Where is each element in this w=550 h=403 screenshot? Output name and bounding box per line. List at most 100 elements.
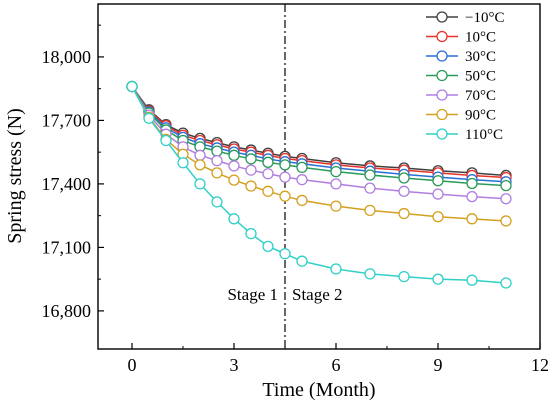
legend-item: 110°C <box>426 127 503 143</box>
y-tick-label: 18,000 <box>42 47 92 67</box>
y-axis-label: Spring stress (N) <box>4 108 26 244</box>
stage-1-label: Stage 1 <box>227 285 278 304</box>
data-point <box>500 179 512 192</box>
data-point <box>500 215 512 227</box>
x-tick-label: 12 <box>531 355 549 375</box>
data-point <box>466 213 478 225</box>
x-tick-label: 0 <box>128 355 137 375</box>
legend-item: 30°C <box>426 49 496 65</box>
data-point <box>194 159 206 171</box>
legend-label: 110°C <box>465 127 503 143</box>
data-point <box>160 134 172 147</box>
legend-label: 30°C <box>465 49 496 65</box>
x-axis-label: Time (Month) <box>262 379 375 401</box>
y-tick-label: 17,100 <box>42 237 92 257</box>
legend-label: 10°C <box>465 30 496 46</box>
x-tick-label: 6 <box>332 355 341 375</box>
legend-label: 70°C <box>465 88 496 104</box>
y-tick-label: 17,400 <box>42 174 92 194</box>
data-point <box>262 156 274 168</box>
data-point <box>262 185 274 197</box>
series-4 <box>126 80 512 205</box>
data-point <box>398 172 410 184</box>
data-point <box>279 190 291 202</box>
data-point <box>330 263 342 275</box>
legend-label: 90°C <box>465 108 496 124</box>
data-point <box>398 207 410 220</box>
data-point <box>398 270 410 283</box>
data-point <box>245 153 257 165</box>
data-point <box>466 274 478 286</box>
data-point <box>466 190 478 203</box>
legend-marker <box>436 50 448 62</box>
stage-2-label: Stage 2 <box>292 285 343 304</box>
data-point <box>279 171 291 183</box>
y-axis-ticks: 16,800 17,100 17,400 17,700 18,000 <box>42 24 104 321</box>
data-point <box>194 149 206 161</box>
data-point <box>330 200 342 212</box>
data-point <box>228 160 240 172</box>
data-point <box>432 211 444 223</box>
legend-marker <box>436 89 448 101</box>
legend-marker <box>436 30 448 43</box>
legend-item: 90°C <box>426 108 496 124</box>
data-point <box>330 165 342 178</box>
data-point <box>279 248 291 260</box>
series-layer <box>126 80 512 289</box>
data-point <box>364 182 376 194</box>
legend-item: 10°C <box>426 30 496 46</box>
data-point <box>364 268 376 280</box>
data-point <box>296 174 308 186</box>
series-5 <box>126 80 512 227</box>
series-line <box>131 86 507 284</box>
y-tick-label: 16,800 <box>42 301 92 321</box>
data-point <box>262 168 274 180</box>
data-point <box>228 149 240 161</box>
data-point <box>296 255 308 267</box>
data-point <box>279 159 291 171</box>
legend-marker <box>436 11 448 23</box>
data-point <box>228 213 240 225</box>
data-point <box>330 178 342 190</box>
legend-marker <box>436 69 448 82</box>
data-point <box>364 204 376 217</box>
legend-marker <box>436 108 448 121</box>
x-tick-label: 3 <box>230 355 239 375</box>
data-point <box>245 227 257 240</box>
data-point <box>143 112 155 124</box>
legend-label: −10°C <box>465 10 504 26</box>
legend: −10°C 10°C 30°C 50°C 70°C 90°C 110°C <box>426 10 504 143</box>
data-point <box>398 185 410 197</box>
data-point <box>500 193 512 205</box>
legend-item: 50°C <box>426 69 496 85</box>
data-point <box>364 169 376 181</box>
legend-item: −10°C <box>426 10 504 26</box>
data-point <box>211 145 223 157</box>
data-point <box>296 194 308 207</box>
data-point <box>211 154 223 167</box>
data-point <box>500 277 512 289</box>
data-point <box>432 273 444 285</box>
data-point <box>177 157 189 169</box>
data-point <box>432 188 444 200</box>
data-point <box>194 178 206 190</box>
legend-marker <box>436 128 448 140</box>
data-point <box>245 180 257 192</box>
plot-area <box>97 3 541 350</box>
data-point <box>432 175 444 187</box>
x-axis-ticks: 0 3 6 9 12 <box>128 343 549 375</box>
data-point <box>211 196 223 208</box>
legend-label: 50°C <box>465 69 496 85</box>
data-point <box>296 161 308 174</box>
data-point <box>211 167 223 179</box>
data-point <box>228 174 240 186</box>
data-point <box>262 240 274 252</box>
series-6 <box>126 80 512 289</box>
legend-item: 70°C <box>426 88 496 104</box>
y-tick-label: 17,700 <box>42 110 92 130</box>
x-tick-label: 9 <box>434 355 443 375</box>
data-point <box>466 177 478 190</box>
data-point <box>245 164 257 176</box>
data-point <box>126 80 138 93</box>
